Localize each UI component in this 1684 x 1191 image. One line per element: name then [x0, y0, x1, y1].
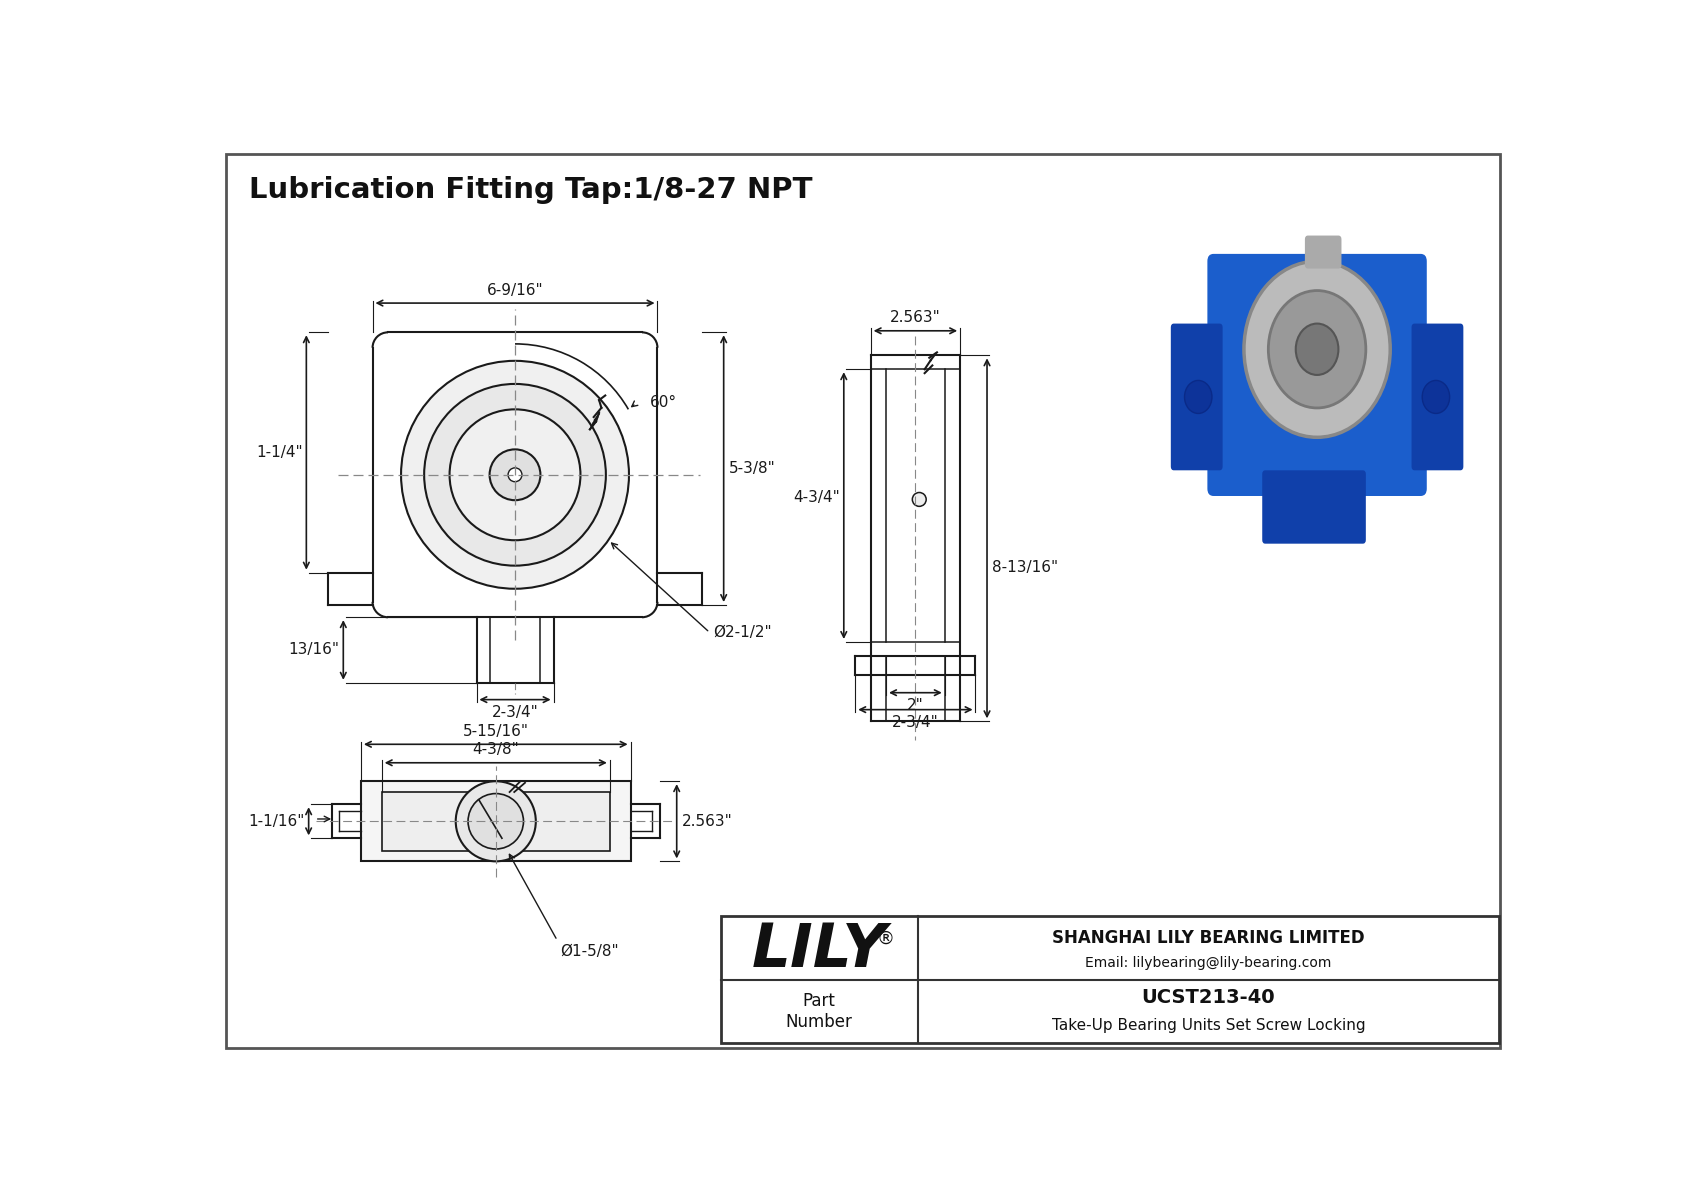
- Text: 2-3/4": 2-3/4": [492, 705, 539, 721]
- Circle shape: [450, 410, 581, 541]
- Text: 13/16": 13/16": [288, 642, 340, 657]
- Text: 1-1/4": 1-1/4": [256, 445, 303, 460]
- Text: 4-3/4": 4-3/4": [793, 491, 840, 505]
- Text: 60°: 60°: [650, 395, 677, 410]
- Text: Ø1-5/8": Ø1-5/8": [561, 943, 620, 959]
- Circle shape: [509, 468, 522, 481]
- Text: 2": 2": [908, 698, 925, 713]
- Bar: [721, 916, 1499, 1043]
- Text: 2.563": 2.563": [682, 813, 733, 829]
- Bar: [382, 792, 610, 850]
- Text: 5-15/16": 5-15/16": [463, 724, 529, 738]
- Text: SHANGHAI LILY BEARING LIMITED: SHANGHAI LILY BEARING LIMITED: [1052, 929, 1364, 947]
- Circle shape: [490, 449, 541, 500]
- Text: Ø2-1/2": Ø2-1/2": [714, 625, 773, 640]
- Text: 2.563": 2.563": [891, 311, 941, 325]
- Text: 4-3/8": 4-3/8": [473, 742, 519, 757]
- Text: 6-9/16": 6-9/16": [487, 282, 544, 298]
- Circle shape: [468, 793, 524, 849]
- Circle shape: [913, 493, 926, 506]
- Text: 5-3/8": 5-3/8": [729, 461, 776, 476]
- Text: 2-3/4": 2-3/4": [893, 715, 938, 730]
- Text: Part
Number: Part Number: [786, 992, 852, 1030]
- Bar: [360, 781, 630, 861]
- Circle shape: [456, 781, 536, 861]
- Text: Email: lilybearing@lily-bearing.com: Email: lilybearing@lily-bearing.com: [1084, 956, 1332, 969]
- Text: LILY: LILY: [751, 921, 887, 980]
- Text: 8-13/16": 8-13/16": [992, 560, 1059, 575]
- Circle shape: [401, 361, 628, 588]
- Circle shape: [424, 384, 606, 566]
- Text: 1-1/16": 1-1/16": [249, 813, 305, 829]
- Text: Lubrication Fitting Tap:1/8-27 NPT: Lubrication Fitting Tap:1/8-27 NPT: [249, 176, 813, 204]
- Text: Take-Up Bearing Units Set Screw Locking: Take-Up Bearing Units Set Screw Locking: [1051, 1018, 1366, 1033]
- Text: UCST213-40: UCST213-40: [1142, 987, 1275, 1006]
- Text: ®: ®: [877, 930, 894, 948]
